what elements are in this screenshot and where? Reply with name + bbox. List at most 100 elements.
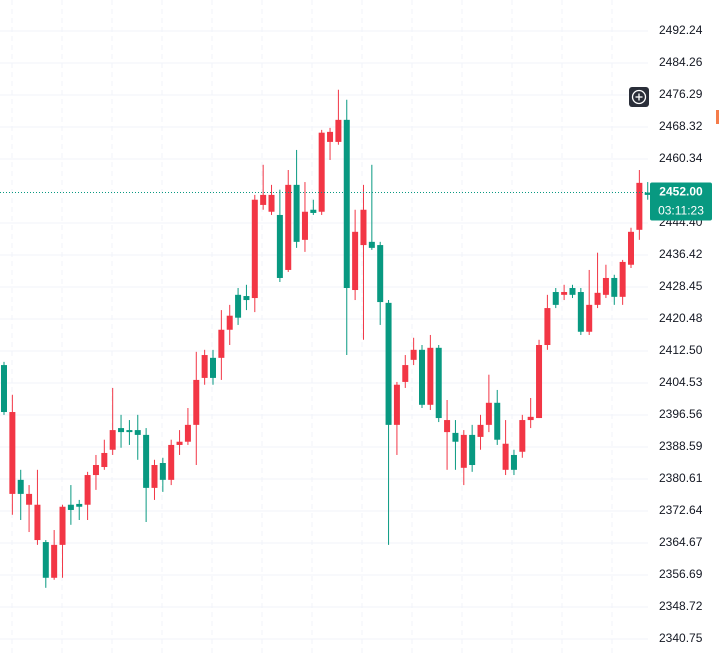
y-tick-label: 2476.29 [659,87,703,101]
candle-body [569,288,576,295]
add-button-ring [631,89,647,105]
y-tick-label: 2388.59 [659,439,703,453]
candle-body [301,211,308,240]
candle-body [226,315,233,330]
candle-body [101,452,108,468]
candle-body [427,347,434,405]
candle-body [402,365,409,382]
candle-body [184,424,191,442]
candle-body [276,214,283,278]
candle-body [377,245,384,303]
candle-body [452,432,459,442]
candle-body [577,292,584,332]
candle-body [293,184,300,242]
candle-body [393,384,400,425]
y-tick-label: 2484.26 [659,55,703,69]
candle-body [134,430,141,435]
candle-body [109,430,116,450]
candle-body [561,292,568,295]
y-tick-label: 2460.34 [659,151,703,165]
candle-body [151,465,158,488]
candle-body [9,412,16,494]
candle-body [92,465,99,476]
candle-body [327,131,334,142]
candle-body [143,434,150,488]
candle-body [527,416,534,421]
candle-body [519,420,526,452]
candle-body [510,454,517,470]
candle-body [243,296,250,301]
candle-body [126,430,133,433]
y-tick-label: 2412.50 [659,343,703,357]
add-button[interactable] [629,87,649,107]
candle-body [502,443,509,470]
candle-body [51,544,58,578]
y-tick-label: 2468.32 [659,119,703,133]
candle-body [485,402,492,425]
candle-body [210,357,216,378]
candle-body [611,277,618,297]
candle-body [1,365,7,413]
y-tick-label: 2396.56 [659,407,703,421]
candle-body [644,192,651,195]
candle-body [118,428,125,433]
candle-body [536,345,543,419]
candle-body [251,199,258,299]
y-tick-label: 2404.53 [659,375,703,389]
y-tick-label: 2364.67 [659,535,703,549]
candle-body [385,302,392,425]
candle-body [17,479,24,494]
countdown-label: 03:11:23 [658,204,704,218]
candle-body [352,231,359,291]
candle-body [360,209,367,246]
candle-body [494,402,501,440]
candle-body [235,294,242,318]
candle-body [602,277,609,295]
y-tick-label: 2428.45 [659,279,703,293]
candle-body [318,132,325,212]
candle-body [168,444,175,480]
y-tick-label: 2436.42 [659,247,703,261]
y-tick-label: 2492.24 [659,23,703,37]
candle-body [159,462,166,480]
candle-body [59,506,66,545]
y-tick-label: 2340.75 [659,631,703,645]
candle-body [193,379,200,425]
candle-body [636,182,643,230]
y-tick-label: 2420.48 [659,311,703,325]
candle-body [435,347,442,419]
candle-body [268,194,275,212]
candle-body [42,542,49,578]
candle-body [410,349,417,360]
candle-body [218,329,225,358]
candle-body [67,504,74,510]
candle-body [444,420,451,433]
candle-body [419,349,425,405]
last-price-box [650,182,712,221]
y-tick-label: 2372.64 [659,503,703,517]
edge-marker [716,110,719,124]
candle-body [552,292,559,305]
y-tick-label: 2348.72 [659,599,703,613]
y-tick-label: 2380.61 [659,471,703,485]
candle-body [76,503,83,507]
last-price-label: 2452.00 [659,185,703,199]
candle-body [368,241,375,248]
candle-body [285,184,292,270]
candle-body [84,475,91,505]
candle-body [335,119,342,142]
candle-body [477,424,484,437]
candle-body [628,231,634,265]
candle-body [310,209,317,213]
candle-body [176,441,183,445]
candle-body [586,304,593,332]
candle-body [594,292,601,305]
candle-body [343,119,350,289]
candle-body [619,261,626,297]
y-tick-label: 2356.69 [659,567,703,581]
candle-body [260,194,267,205]
candle-body [469,434,476,466]
candle-body [544,308,551,346]
